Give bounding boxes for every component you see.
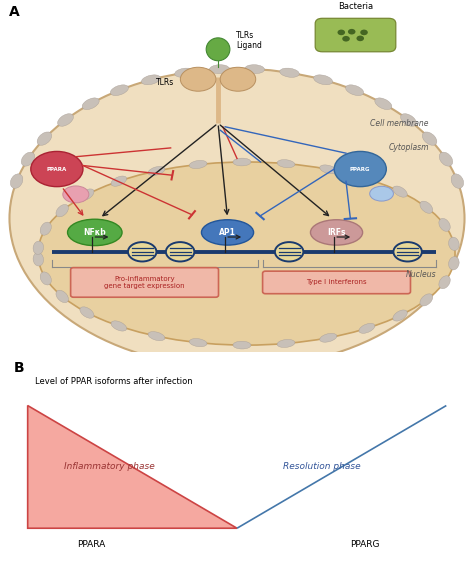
Circle shape xyxy=(356,36,364,41)
Ellipse shape xyxy=(275,242,303,261)
Ellipse shape xyxy=(439,275,450,289)
Ellipse shape xyxy=(56,204,68,217)
Text: TLRs: TLRs xyxy=(156,78,175,87)
Ellipse shape xyxy=(111,176,127,186)
Ellipse shape xyxy=(451,174,464,189)
Ellipse shape xyxy=(280,68,299,77)
Ellipse shape xyxy=(189,339,207,346)
Ellipse shape xyxy=(320,333,337,342)
Ellipse shape xyxy=(359,174,375,184)
Circle shape xyxy=(342,36,350,41)
Ellipse shape xyxy=(80,189,94,201)
Ellipse shape xyxy=(40,272,51,285)
Ellipse shape xyxy=(148,166,165,176)
Ellipse shape xyxy=(189,160,207,169)
Ellipse shape xyxy=(37,132,52,145)
Ellipse shape xyxy=(233,341,251,349)
Ellipse shape xyxy=(33,241,44,254)
Ellipse shape xyxy=(68,219,122,245)
Ellipse shape xyxy=(220,67,256,91)
Ellipse shape xyxy=(448,257,459,270)
Ellipse shape xyxy=(370,186,393,201)
Ellipse shape xyxy=(346,85,364,95)
Text: PPARA: PPARA xyxy=(47,166,67,172)
Ellipse shape xyxy=(233,158,251,166)
Text: TLRs
Ligand: TLRs Ligand xyxy=(236,31,262,50)
Ellipse shape xyxy=(21,152,35,166)
Text: Level of PPAR isoforms after infection: Level of PPAR isoforms after infection xyxy=(35,377,192,386)
Ellipse shape xyxy=(375,98,392,110)
Ellipse shape xyxy=(128,242,156,261)
Ellipse shape xyxy=(9,69,465,368)
Ellipse shape xyxy=(277,160,295,168)
Ellipse shape xyxy=(111,321,127,331)
Text: Type I interferons: Type I interferons xyxy=(306,279,367,286)
Text: Pro-inflammatory
gene target expression: Pro-inflammatory gene target expression xyxy=(104,276,185,289)
Ellipse shape xyxy=(10,174,23,189)
Ellipse shape xyxy=(393,242,422,261)
Text: PPARG: PPARG xyxy=(350,166,371,172)
Ellipse shape xyxy=(439,152,453,166)
Circle shape xyxy=(360,30,368,35)
Ellipse shape xyxy=(245,65,264,73)
FancyBboxPatch shape xyxy=(263,271,410,294)
Ellipse shape xyxy=(166,242,194,261)
Ellipse shape xyxy=(180,67,216,91)
Ellipse shape xyxy=(401,114,417,126)
Ellipse shape xyxy=(148,332,165,341)
Ellipse shape xyxy=(334,152,386,187)
Ellipse shape xyxy=(439,219,450,231)
Ellipse shape xyxy=(420,294,433,306)
Text: PPARG: PPARG xyxy=(350,540,379,549)
Ellipse shape xyxy=(393,310,407,321)
Ellipse shape xyxy=(310,220,363,245)
Ellipse shape xyxy=(57,114,73,126)
Text: A: A xyxy=(9,5,19,19)
Ellipse shape xyxy=(206,38,230,61)
Ellipse shape xyxy=(320,165,337,174)
Ellipse shape xyxy=(110,85,128,95)
Text: NFκb: NFκb xyxy=(83,228,106,237)
Ellipse shape xyxy=(82,98,99,110)
Ellipse shape xyxy=(448,237,459,250)
Ellipse shape xyxy=(40,222,51,235)
Text: Bacteria: Bacteria xyxy=(338,2,373,11)
Text: AP1: AP1 xyxy=(219,228,236,237)
Text: Resolution phase: Resolution phase xyxy=(283,462,360,471)
Ellipse shape xyxy=(422,132,437,145)
Polygon shape xyxy=(237,406,447,528)
Polygon shape xyxy=(27,406,237,528)
Ellipse shape xyxy=(393,186,407,197)
Ellipse shape xyxy=(314,75,333,85)
Text: PPARA: PPARA xyxy=(77,540,106,549)
Text: IRFs: IRFs xyxy=(327,228,346,237)
Text: Cytoplasm: Cytoplasm xyxy=(389,143,429,152)
Ellipse shape xyxy=(210,65,229,73)
Ellipse shape xyxy=(31,152,83,187)
Ellipse shape xyxy=(277,340,295,348)
Ellipse shape xyxy=(175,68,194,77)
Text: Nucleus: Nucleus xyxy=(405,270,436,279)
Ellipse shape xyxy=(141,75,160,85)
Ellipse shape xyxy=(33,253,44,266)
Ellipse shape xyxy=(38,162,455,345)
Circle shape xyxy=(348,29,356,35)
Ellipse shape xyxy=(359,323,375,333)
Circle shape xyxy=(337,30,345,35)
Text: Inflammatory phase: Inflammatory phase xyxy=(64,462,155,471)
Ellipse shape xyxy=(201,220,254,245)
Ellipse shape xyxy=(63,186,89,203)
Ellipse shape xyxy=(80,307,94,318)
FancyBboxPatch shape xyxy=(315,18,396,52)
Ellipse shape xyxy=(56,290,68,303)
Text: Cell membrane: Cell membrane xyxy=(371,119,429,128)
Text: B: B xyxy=(14,361,25,375)
FancyBboxPatch shape xyxy=(71,268,219,297)
Ellipse shape xyxy=(420,201,433,214)
